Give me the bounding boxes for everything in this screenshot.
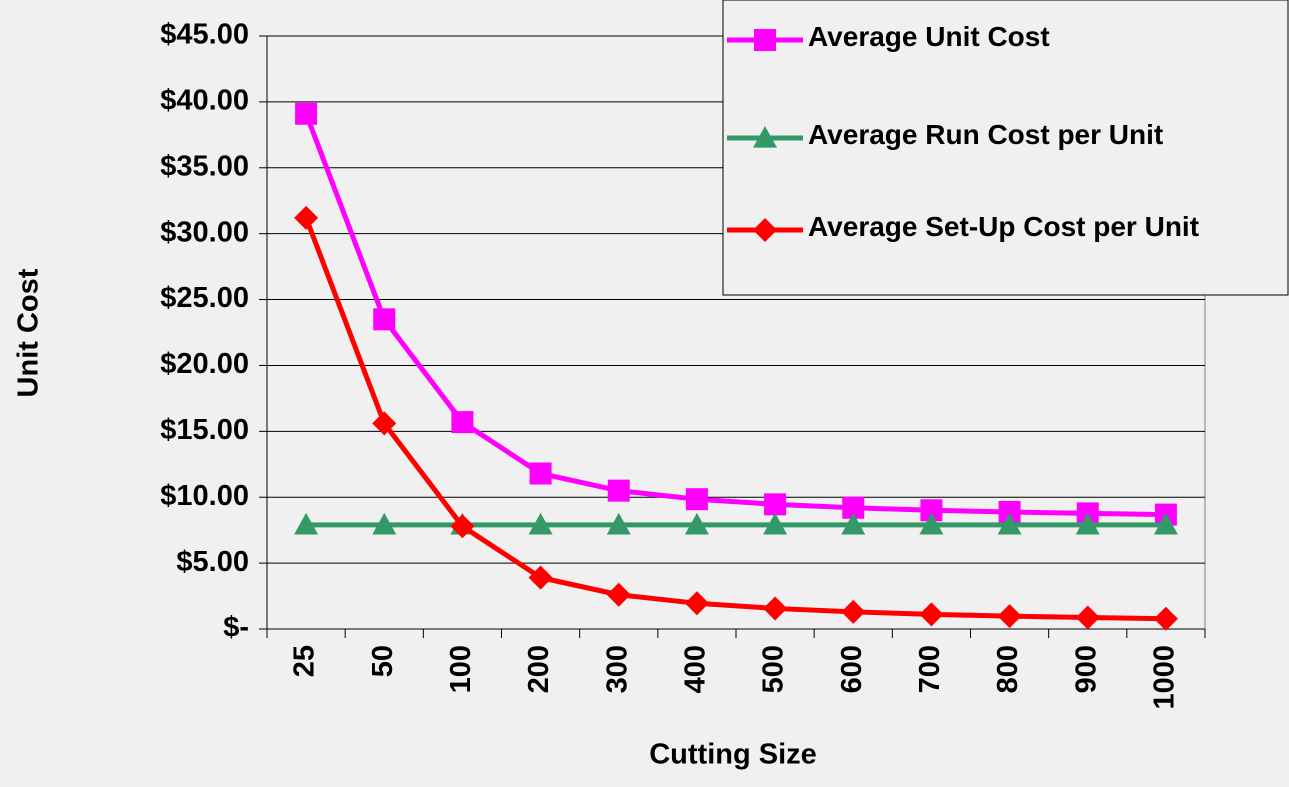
- y-tick-label: $25.00: [160, 282, 249, 314]
- marker: [606, 582, 631, 607]
- marker: [998, 500, 1021, 523]
- x-tick-label: 900: [1070, 645, 1102, 693]
- marker: [372, 512, 397, 535]
- y-axis-label: Unit Cost: [13, 268, 45, 397]
- y-tick-label: $20.00: [160, 348, 249, 380]
- marker: [919, 512, 944, 535]
- marker: [606, 512, 631, 535]
- marker: [1153, 512, 1178, 535]
- y-tick-label: $15.00: [160, 414, 249, 446]
- legend-entry: Average Set-Up Cost per Unit: [808, 211, 1200, 242]
- marker: [1075, 512, 1100, 535]
- marker: [684, 591, 709, 616]
- marker: [684, 512, 709, 535]
- marker: [451, 411, 474, 434]
- marker: [997, 512, 1022, 535]
- marker: [372, 411, 397, 436]
- marker: [764, 493, 787, 516]
- marker: [1153, 606, 1178, 631]
- marker: [607, 479, 630, 502]
- marker: [841, 512, 866, 535]
- x-tick-label: 700: [914, 645, 946, 693]
- x-tick-label: 200: [523, 645, 555, 693]
- y-tick-label: $40.00: [160, 85, 249, 117]
- marker: [685, 488, 708, 511]
- marker: [528, 512, 553, 535]
- x-tick-label: 1000: [1149, 645, 1181, 710]
- marker: [763, 596, 788, 621]
- marker: [529, 462, 552, 485]
- series-line: [303, 112, 1166, 518]
- series-line: [303, 216, 1166, 622]
- y-tick-label: $30.00: [160, 216, 249, 248]
- marker: [1075, 605, 1100, 630]
- legend-box: [722, 0, 1289, 296]
- legend-label: Average Set-Up Cost per Unit: [808, 211, 1200, 242]
- x-tick-label: 100: [445, 645, 477, 693]
- legend-entry: Average Unit Cost: [808, 21, 1050, 52]
- marker: [294, 205, 319, 230]
- y-tick-label: $5.00: [176, 546, 249, 578]
- legend-label: Average Unit Cost: [808, 21, 1050, 52]
- marker: [763, 512, 788, 535]
- marker: [920, 499, 943, 522]
- marker: [842, 496, 865, 519]
- marker: [997, 604, 1022, 629]
- marker: [373, 308, 396, 331]
- x-axis-label: Cutting Size: [649, 739, 817, 771]
- x-tick-label: 500: [758, 645, 790, 693]
- legend-marker: [754, 29, 776, 51]
- legend-marker: [753, 126, 777, 148]
- legend-label: Average Run Cost per Unit: [808, 119, 1164, 150]
- x-tick-label: 25: [289, 645, 321, 677]
- x-tick-label: 400: [680, 645, 712, 693]
- x-tick-label: 300: [601, 645, 633, 693]
- legend-entry: Average Run Cost per Unit: [808, 119, 1164, 150]
- marker: [528, 565, 553, 590]
- x-tick-label: 800: [992, 645, 1024, 693]
- marker: [919, 602, 944, 627]
- x-tick-label: 50: [367, 645, 399, 677]
- marker: [294, 512, 319, 535]
- y-tick-label: $45.00: [160, 19, 249, 51]
- marker: [450, 514, 475, 539]
- y-tick-label: $35.00: [160, 150, 249, 182]
- marker: [295, 102, 318, 125]
- y-tick-label: $10.00: [160, 480, 249, 512]
- marker: [841, 599, 866, 624]
- y-tick-label: $-: [223, 612, 249, 644]
- legend-marker: [753, 218, 777, 242]
- x-tick-label: 600: [836, 645, 868, 693]
